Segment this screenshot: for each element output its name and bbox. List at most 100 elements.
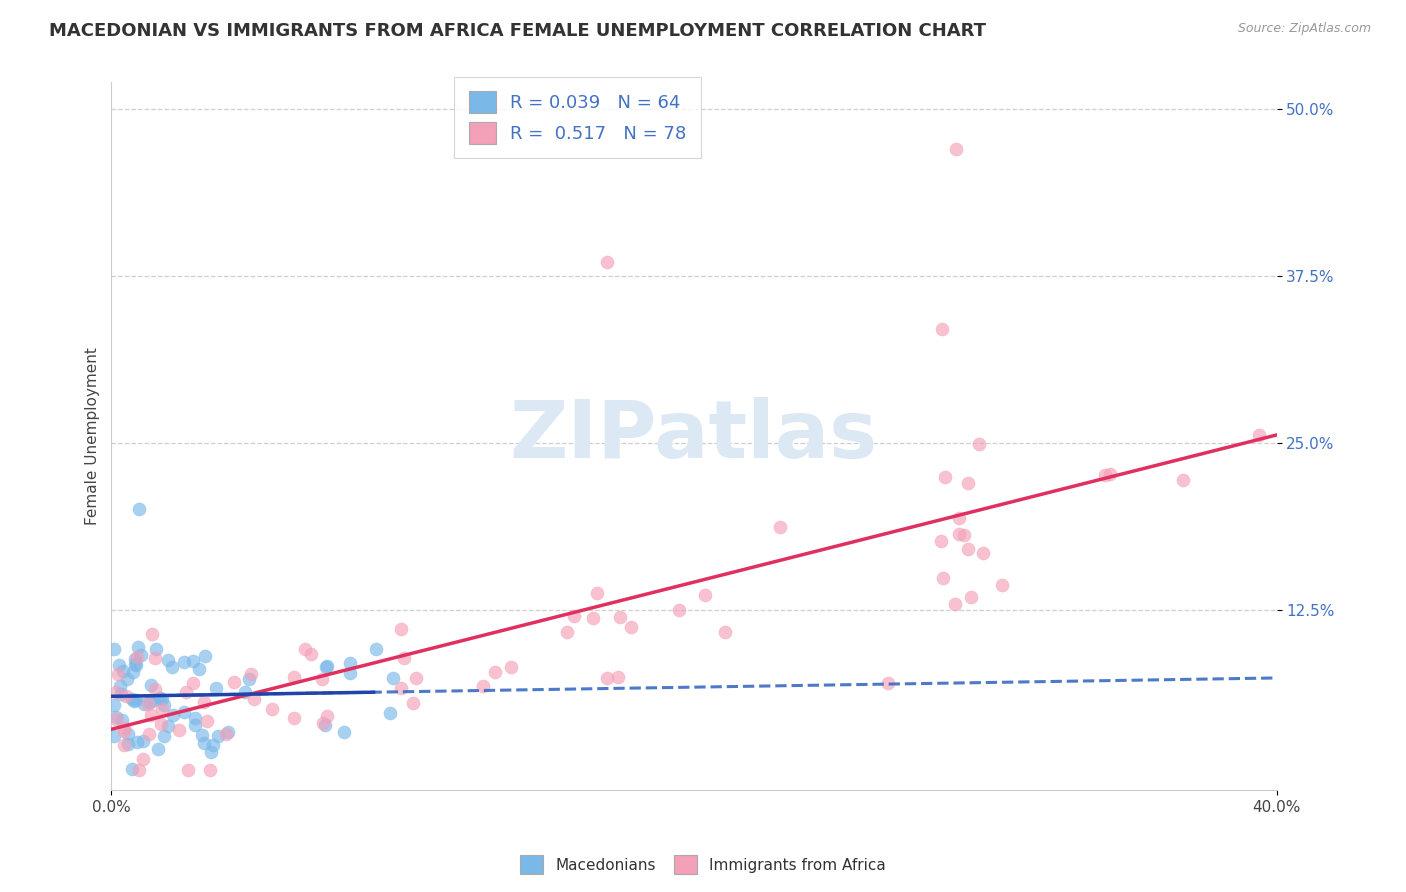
Point xyxy=(315,709,337,723)
Point xyxy=(134,697,156,711)
Point xyxy=(122,665,145,679)
Point xyxy=(103,729,125,743)
Point xyxy=(124,657,146,672)
Point xyxy=(945,142,967,156)
Point xyxy=(217,725,239,739)
Point xyxy=(339,656,361,670)
Point xyxy=(207,729,229,743)
Point xyxy=(283,711,305,725)
Point xyxy=(609,610,631,624)
Point xyxy=(160,660,183,674)
Point xyxy=(184,718,207,732)
Point xyxy=(183,675,205,690)
Point xyxy=(932,571,955,585)
Point xyxy=(107,667,129,681)
Point xyxy=(595,255,617,269)
Point xyxy=(177,763,200,777)
Point xyxy=(127,650,149,665)
Point xyxy=(173,655,195,669)
Point xyxy=(240,667,263,681)
Point xyxy=(125,657,148,672)
Point xyxy=(294,642,316,657)
Point xyxy=(110,687,132,701)
Point xyxy=(202,739,225,753)
Point xyxy=(173,705,195,719)
Point xyxy=(693,588,716,602)
Point xyxy=(299,647,322,661)
Point xyxy=(111,713,134,727)
Point xyxy=(184,711,207,725)
Point xyxy=(389,622,412,636)
Point xyxy=(112,664,135,678)
Point xyxy=(972,546,994,560)
Point xyxy=(146,742,169,756)
Point xyxy=(108,657,131,672)
Point xyxy=(112,724,135,739)
Point xyxy=(668,603,690,617)
Point xyxy=(405,672,427,686)
Point xyxy=(931,533,953,548)
Point xyxy=(714,624,737,639)
Point xyxy=(471,679,494,693)
Point xyxy=(283,670,305,684)
Point xyxy=(103,642,125,657)
Point xyxy=(128,502,150,516)
Point xyxy=(139,695,162,709)
Point xyxy=(316,659,339,673)
Point xyxy=(562,609,585,624)
Point xyxy=(149,717,172,731)
Point xyxy=(117,673,139,687)
Point xyxy=(105,712,128,726)
Point xyxy=(132,752,155,766)
Point xyxy=(193,736,215,750)
Point xyxy=(948,511,970,525)
Point xyxy=(1247,428,1270,442)
Point xyxy=(136,697,159,711)
Point xyxy=(153,698,176,712)
Point xyxy=(152,729,174,743)
Point xyxy=(117,727,139,741)
Point xyxy=(197,714,219,728)
Point xyxy=(333,724,356,739)
Point xyxy=(581,610,603,624)
Point xyxy=(200,745,222,759)
Point xyxy=(378,706,401,720)
Point xyxy=(931,322,953,336)
Point xyxy=(960,590,983,604)
Point xyxy=(122,693,145,707)
Point xyxy=(953,528,976,542)
Point xyxy=(190,728,212,742)
Point xyxy=(162,708,184,723)
Point xyxy=(193,695,215,709)
Point xyxy=(129,648,152,662)
Point xyxy=(991,578,1014,592)
Text: MACEDONIAN VS IMMIGRANTS FROM AFRICA FEMALE UNEMPLOYMENT CORRELATION CHART: MACEDONIAN VS IMMIGRANTS FROM AFRICA FEM… xyxy=(49,22,986,40)
Point xyxy=(149,690,172,705)
Point xyxy=(105,710,128,724)
Point xyxy=(948,526,970,541)
Point xyxy=(104,685,127,699)
Legend: Macedonians, Immigrants from Africa: Macedonians, Immigrants from Africa xyxy=(515,849,891,880)
Point xyxy=(198,763,221,777)
Point xyxy=(401,697,423,711)
Point xyxy=(382,671,405,685)
Text: ZIPatlas: ZIPatlas xyxy=(510,397,879,475)
Point xyxy=(121,692,143,706)
Point xyxy=(1094,468,1116,483)
Point xyxy=(262,702,284,716)
Point xyxy=(1171,474,1194,488)
Point xyxy=(143,693,166,707)
Point xyxy=(607,670,630,684)
Point xyxy=(484,665,506,679)
Point xyxy=(967,437,990,451)
Point xyxy=(150,702,173,716)
Point xyxy=(188,661,211,675)
Point xyxy=(128,763,150,777)
Point xyxy=(392,651,415,665)
Point xyxy=(143,681,166,696)
Point xyxy=(127,735,149,749)
Point xyxy=(501,659,523,673)
Point xyxy=(139,707,162,722)
Point xyxy=(150,692,173,706)
Point xyxy=(215,726,238,740)
